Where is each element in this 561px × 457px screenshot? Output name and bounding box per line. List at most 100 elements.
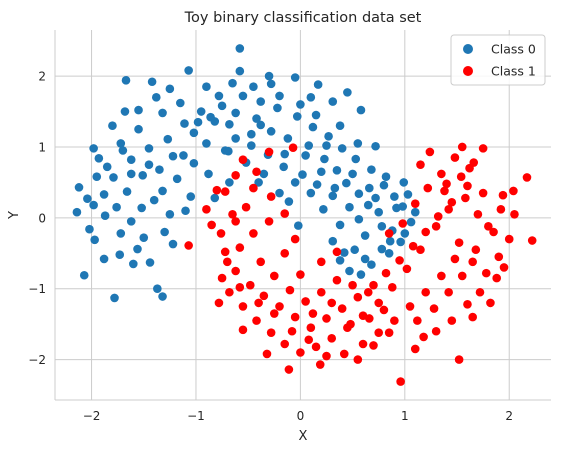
data-point-class-1 (419, 332, 428, 342)
data-point-class-1 (264, 217, 274, 226)
data-point-class-1 (332, 275, 342, 285)
axes-spines (54, 30, 551, 401)
data-point-class-1 (337, 304, 347, 313)
data-point-class-1 (266, 328, 276, 337)
data-point-class-1 (369, 341, 378, 350)
data-point-class-1 (358, 339, 368, 349)
data-point-class-1 (468, 257, 477, 267)
data-point-class-0 (79, 270, 89, 280)
data-point-class-1 (509, 186, 518, 196)
data-point-class-1 (437, 271, 446, 281)
data-point-class-0 (254, 178, 263, 187)
data-point-class-0 (100, 211, 110, 221)
data-point-class-1 (287, 326, 297, 336)
data-point-class-1 (269, 309, 279, 318)
data-point-class-0 (235, 66, 245, 76)
data-point-class-1 (339, 349, 349, 359)
data-point-class-1 (241, 202, 251, 212)
data-point-class-0 (324, 132, 333, 141)
data-point-class-0 (371, 193, 380, 203)
data-point-class-0 (356, 105, 366, 115)
x-tick-labels: −2 −1 0 1 2 (83, 409, 513, 423)
data-point-class-1 (478, 144, 488, 153)
data-point-class-1 (492, 273, 502, 283)
data-point-class-1 (346, 319, 355, 329)
data-point-class-0 (406, 217, 416, 227)
data-point-class-1 (235, 243, 245, 252)
data-point-class-0 (247, 141, 256, 150)
data-point-class-0 (176, 98, 185, 108)
data-point-class-0 (365, 183, 374, 193)
data-point-class-1 (207, 220, 216, 230)
legend-frame (450, 34, 546, 86)
data-point-class-1 (306, 323, 316, 333)
data-point-class-0 (249, 82, 258, 92)
legend-label-class-0: Class 0 (491, 42, 536, 57)
data-point-class-1 (301, 297, 310, 306)
data-point-class-1 (416, 160, 425, 169)
data-point-class-1 (408, 241, 418, 251)
data-point-class-1 (410, 344, 420, 354)
data-point-class-1 (264, 147, 274, 157)
data-point-class-0 (320, 154, 329, 164)
data-point-class-0 (306, 93, 316, 102)
x-tick-label: 0 (297, 409, 305, 423)
data-point-class-0 (259, 169, 269, 179)
data-point-class-1 (212, 185, 222, 195)
data-point-class-0 (283, 134, 293, 143)
data-point-class-0 (94, 153, 104, 163)
data-point-class-1 (498, 190, 508, 200)
data-point-class-0 (345, 266, 354, 276)
data-point-class-0 (193, 117, 203, 127)
plot-area (55, 30, 551, 400)
data-point-class-1 (280, 209, 290, 218)
data-point-class-1 (510, 209, 519, 219)
data-point-class-0 (155, 165, 164, 174)
data-point-class-0 (92, 172, 102, 182)
data-point-class-1 (450, 153, 460, 162)
data-point-class-1 (256, 257, 266, 267)
data-point-class-0 (126, 155, 136, 165)
y-tick-label: 2 (38, 70, 46, 84)
data-point-class-1 (225, 287, 234, 297)
data-point-class-1 (327, 298, 337, 308)
data-point-class-1 (374, 298, 384, 308)
data-point-class-1 (481, 268, 491, 278)
data-point-class-0 (273, 103, 282, 113)
data-point-class-0 (312, 180, 322, 189)
data-point-class-1 (395, 256, 404, 265)
data-point-class-0 (118, 146, 128, 155)
data-point-class-0 (280, 149, 290, 159)
data-point-class-1 (275, 302, 284, 311)
data-point-class-0 (168, 151, 178, 161)
data-point-class-0 (345, 202, 354, 212)
data-point-class-1 (398, 219, 408, 228)
data-point-class-1 (308, 309, 318, 318)
data-point-class-1 (202, 205, 211, 214)
data-point-class-1 (280, 248, 290, 258)
data-point-class-0 (149, 195, 159, 205)
data-point-class-0 (356, 270, 366, 279)
data-point-class-0 (381, 172, 391, 182)
data-point-class-0 (217, 101, 227, 111)
data-point-class-0 (284, 197, 294, 206)
data-point-class-0 (367, 165, 376, 174)
data-point-class-0 (202, 82, 211, 92)
data-point-class-0 (220, 146, 230, 155)
data-point-class-0 (153, 284, 162, 294)
data-point-class-0 (256, 97, 266, 106)
y-tick-label: −1 (28, 282, 46, 296)
data-point-class-0 (165, 209, 175, 219)
data-point-class-1 (304, 335, 314, 345)
y-tick-label: 1 (38, 140, 46, 154)
data-point-class-0 (186, 192, 196, 201)
data-point-class-0 (301, 151, 310, 160)
data-point-class-1 (284, 365, 294, 374)
data-point-class-0 (108, 121, 117, 130)
data-point-class-0 (330, 183, 340, 193)
data-point-class-1 (384, 229, 394, 238)
data-point-class-0 (158, 292, 167, 301)
data-point-class-1 (262, 349, 272, 359)
data-point-class-0 (335, 220, 345, 230)
